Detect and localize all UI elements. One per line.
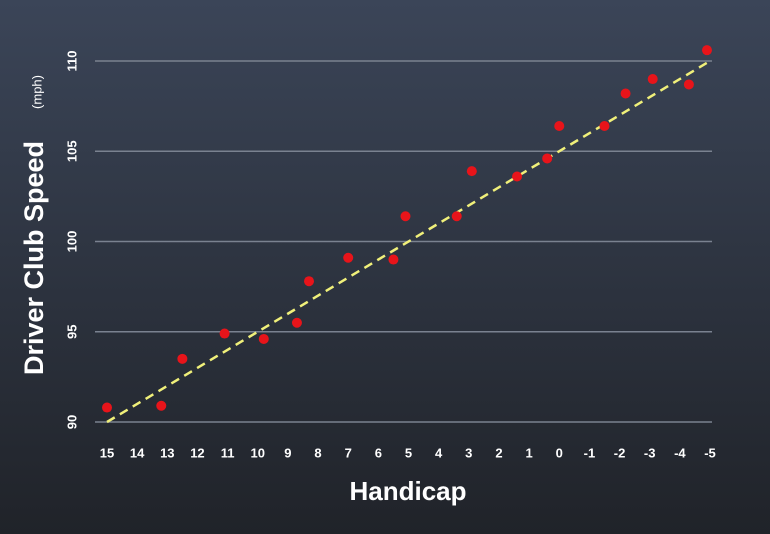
x-tick-label: 7 bbox=[345, 445, 352, 460]
y-tick-label: 90 bbox=[64, 415, 79, 429]
x-tick-label: 13 bbox=[160, 445, 174, 460]
data-point bbox=[554, 120, 565, 131]
y-tick-label: 105 bbox=[64, 140, 79, 162]
data-point bbox=[291, 317, 302, 328]
data-point bbox=[599, 120, 610, 131]
data-point bbox=[388, 254, 399, 265]
data-point bbox=[177, 353, 188, 364]
data-point bbox=[620, 88, 631, 99]
x-axis-title: Handicap bbox=[349, 476, 466, 506]
x-tick-label: -4 bbox=[674, 445, 686, 460]
x-tick-label: 3 bbox=[465, 445, 472, 460]
data-point bbox=[258, 333, 269, 344]
x-tick-label: 12 bbox=[190, 445, 204, 460]
y-axis-unit: (mph) bbox=[29, 75, 44, 109]
x-tick-label: -2 bbox=[614, 445, 626, 460]
data-point bbox=[701, 45, 712, 56]
x-tick-label: 8 bbox=[314, 445, 321, 460]
data-point bbox=[542, 153, 553, 164]
y-tick-label: 110 bbox=[64, 51, 79, 72]
x-tick-label: 4 bbox=[435, 445, 443, 460]
data-point bbox=[451, 211, 462, 222]
x-tick-label: 2 bbox=[495, 445, 502, 460]
data-point bbox=[466, 166, 477, 177]
y-axis-title: Driver Club Speed bbox=[19, 141, 49, 375]
data-point bbox=[219, 328, 230, 339]
x-tick-label: -3 bbox=[644, 445, 656, 460]
y-tick-label: 95 bbox=[64, 325, 79, 339]
x-tick-label: 14 bbox=[130, 445, 145, 460]
x-tick-label: -1 bbox=[584, 445, 596, 460]
data-point bbox=[156, 400, 167, 411]
data-point bbox=[512, 171, 523, 182]
x-tick-label: 10 bbox=[251, 445, 265, 460]
x-tick-label: -5 bbox=[704, 445, 716, 460]
data-point bbox=[102, 402, 112, 413]
data-point bbox=[304, 276, 315, 287]
x-tick-label: 9 bbox=[284, 445, 291, 460]
trend-line bbox=[106, 59, 711, 424]
x-tick-label: 1 bbox=[525, 445, 532, 460]
data-point bbox=[647, 74, 658, 85]
data-point bbox=[343, 252, 354, 263]
data-point bbox=[683, 79, 694, 90]
data-point bbox=[400, 211, 411, 222]
x-tick-label: 15 bbox=[100, 445, 114, 460]
y-tick-label: 100 bbox=[64, 231, 79, 253]
x-tick-label: 5 bbox=[405, 445, 412, 460]
x-tick-label: 11 bbox=[221, 445, 235, 460]
x-tick-label: 0 bbox=[556, 445, 563, 460]
x-tick-label: 6 bbox=[375, 445, 382, 460]
